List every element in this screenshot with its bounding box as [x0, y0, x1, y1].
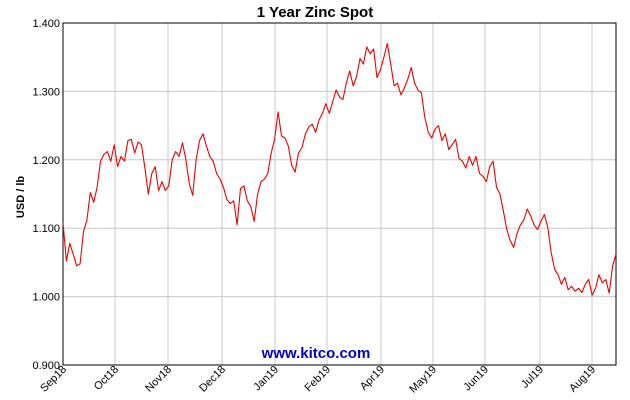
y-tick-label: 1.000 [32, 292, 60, 304]
y-tick-label: 1.400 [32, 18, 60, 30]
grid-lines [63, 22, 616, 366]
zinc-price-line [62, 42, 617, 296]
plot-area-border [62, 22, 617, 366]
y-tick-labels: 0.900 1.000 1.100 1.200 1.300 1.400 [32, 18, 60, 372]
watermark-text: www.kitco.com [261, 345, 371, 362]
y-tick-label: 0.900 [32, 360, 60, 372]
y-tick-label: 1.300 [32, 86, 60, 98]
y-axis-label: USD / lb [15, 176, 27, 218]
y-tick-label: 1.200 [32, 155, 60, 167]
y-tick-label: 1.100 [32, 223, 60, 235]
chart-title: 1 Year Zinc Spot [257, 4, 373, 21]
